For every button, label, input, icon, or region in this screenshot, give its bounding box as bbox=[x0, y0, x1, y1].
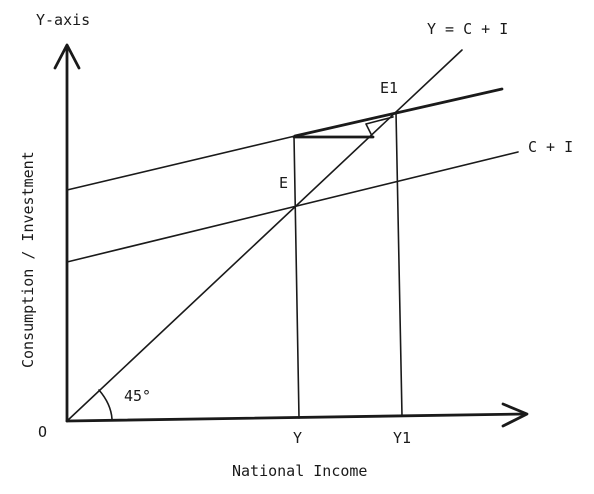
c-plus-i-line bbox=[66, 151, 519, 263]
upper-demand-line bbox=[66, 135, 296, 191]
x-tick-y1-label: Y1 bbox=[393, 429, 411, 447]
x-tick-y-label: Y bbox=[293, 429, 302, 447]
c-plus-i-label: C + I bbox=[528, 138, 573, 156]
upper-demand-line-thick bbox=[293, 87, 504, 138]
vertical-line-y1 bbox=[395, 111, 403, 417]
line-45-label: Y = C + I bbox=[427, 20, 508, 38]
y-axis-title: Y-axis bbox=[36, 11, 90, 29]
y-axis-arrowhead bbox=[53, 43, 81, 70]
multiplier-small-step bbox=[365, 116, 394, 137]
line-45-degree bbox=[66, 49, 463, 422]
x-axis-label: National Income bbox=[232, 462, 367, 480]
point-e-label: E bbox=[279, 174, 288, 192]
x-axis bbox=[65, 412, 527, 423]
x-axis-arrowhead bbox=[501, 402, 529, 428]
origin-label: O bbox=[38, 423, 47, 441]
angle-arc bbox=[98, 389, 113, 420]
point-e1-label: E1 bbox=[380, 79, 398, 97]
vertical-line-y bbox=[293, 135, 300, 419]
angle-label: 45° bbox=[124, 387, 151, 405]
y-axis-label: Consumption / Investment bbox=[19, 151, 37, 368]
